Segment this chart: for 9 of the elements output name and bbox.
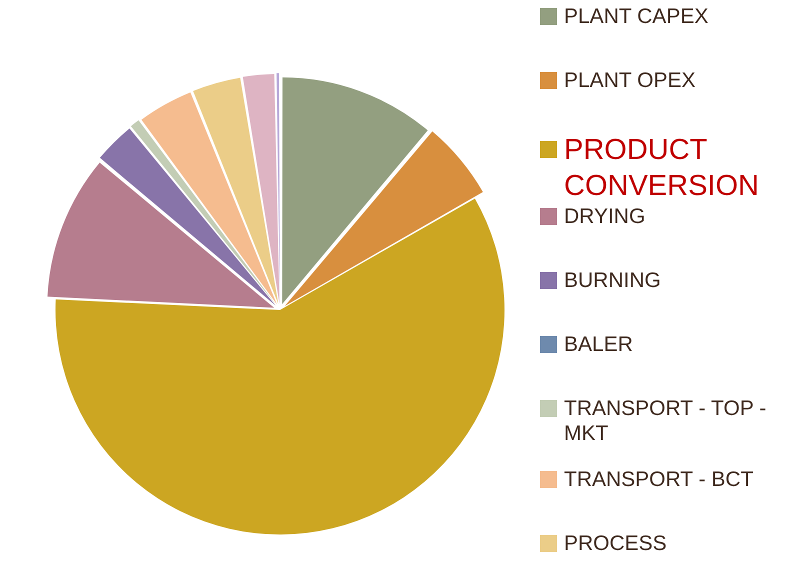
legend-label: PLANT CAPEX [564,4,708,29]
legend-label: PROCESS [564,531,667,556]
legend-label: TRANSPORT - TOP - MKT [564,396,768,446]
legend-label: TRANSPORT - BCT [564,467,754,492]
legend-label: PLANT OPEX [564,68,696,93]
legend-label: BURNING [564,268,661,293]
legend-label: BALER [564,332,633,357]
legend-label: PRODUCT CONVERSION [564,133,760,204]
legend-label: DRYING [564,204,646,229]
